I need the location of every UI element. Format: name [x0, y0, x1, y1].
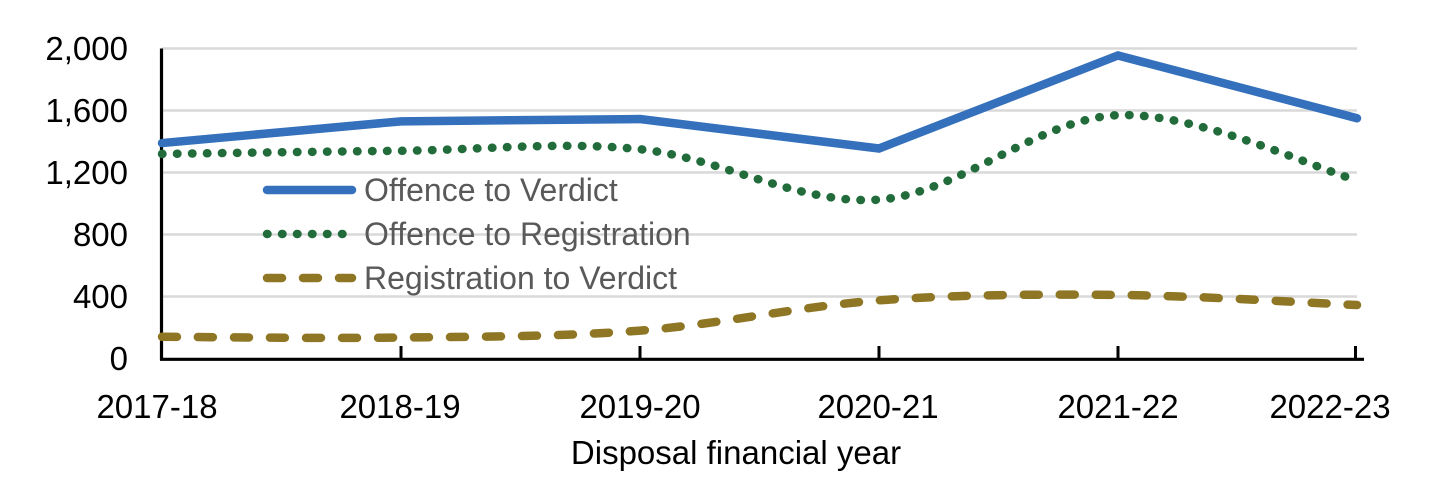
x-axis-tick-label: 2021-22 [1057, 388, 1178, 425]
y-axis-tick-label: 800 [73, 216, 128, 253]
legend-item: Offence to Verdict [262, 172, 618, 208]
legend-label: Registration to Verdict [364, 260, 677, 296]
legend-label: Offence to Registration [364, 216, 691, 252]
x-axis-tick-label: 2020-21 [817, 388, 938, 425]
x-axis-tick-label: 2017-18 [96, 388, 217, 425]
x-axis-title: Disposal financial year [571, 434, 901, 471]
legend-item: Registration to Verdict [262, 260, 677, 296]
y-axis-tick-label: 400 [73, 278, 128, 315]
legend-label: Offence to Verdict [364, 172, 618, 208]
series-group [157, 51, 1362, 343]
axes-group [159, 48, 1364, 361]
y-axis-tick-label: 0 [110, 340, 128, 377]
y-axis-labels-group: 0 400 800 1,200 1,600 2,000 [45, 30, 128, 377]
gridlines-group [162, 47, 1357, 298]
y-axis-tick-label: 2,000 [45, 30, 128, 67]
x-axis-labels-group: 2017-18 2018-19 2019-20 2020-21 2021-22 2022-… [96, 388, 1390, 425]
x-axis-tick-label: 2022-23 [1269, 388, 1390, 425]
series-line-offence-to-registration [157, 110, 1362, 205]
y-axis-tick-label: 1,600 [45, 92, 128, 129]
x-axis-tick-label: 2019-20 [579, 388, 700, 425]
series-line-offence-to-verdict [157, 51, 1362, 153]
legend-item: Offence to Registration [262, 216, 691, 252]
legend-group: Offence to Verdict Offence to Registratio… [262, 172, 691, 296]
x-axis-tick-label: 2018-19 [339, 388, 460, 425]
series-line-registration-to-verdict [157, 290, 1362, 343]
y-axis-tick-label: 1,200 [45, 154, 128, 191]
